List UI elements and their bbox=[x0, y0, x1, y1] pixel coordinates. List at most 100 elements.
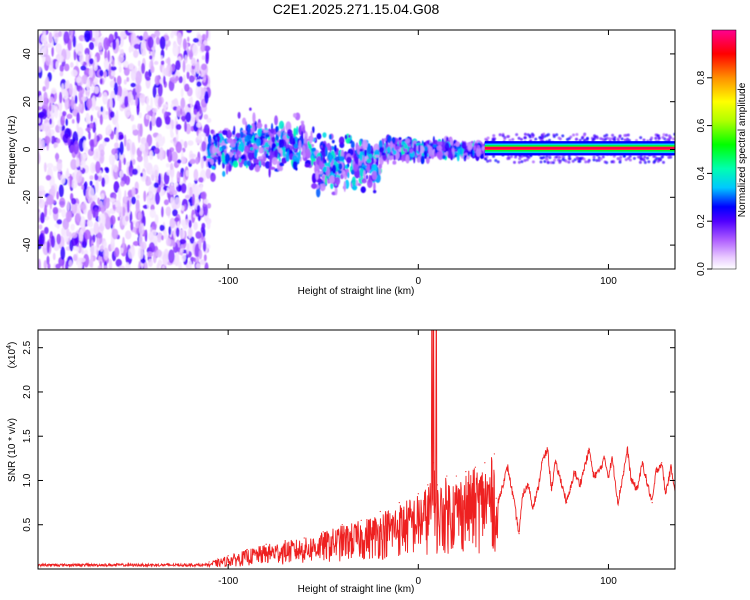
heatmap-cell bbox=[517, 136, 521, 140]
heatmap-cell bbox=[109, 215, 116, 225]
heatmap-cell bbox=[119, 134, 124, 140]
heatmap-cell bbox=[193, 257, 196, 263]
heatmap-cell bbox=[179, 108, 183, 115]
heatmap-cell bbox=[312, 126, 315, 134]
heatmap-cell bbox=[157, 96, 163, 108]
heatmap-cell bbox=[39, 232, 45, 247]
snr-point bbox=[550, 488, 553, 490]
heatmap-cell bbox=[279, 138, 285, 149]
heatmap-cell bbox=[117, 216, 121, 221]
heatmap-cell bbox=[638, 160, 642, 164]
heatmap-cell bbox=[129, 210, 133, 224]
heatmap-cell bbox=[672, 137, 675, 141]
heatmap-cell bbox=[65, 118, 68, 126]
heatmap-cell bbox=[44, 135, 51, 145]
heatmap-cell bbox=[123, 134, 127, 147]
heatmap-cell bbox=[54, 223, 60, 228]
snr-point bbox=[322, 531, 324, 533]
heatmap-cell bbox=[180, 219, 186, 226]
heatmap-cell bbox=[192, 193, 196, 206]
heatmap-cell bbox=[85, 114, 91, 125]
heatmap-cell bbox=[145, 76, 151, 81]
snr-point bbox=[541, 462, 543, 464]
snr-point bbox=[484, 462, 486, 464]
heatmap-cell bbox=[205, 30, 209, 39]
snr-point bbox=[636, 488, 638, 490]
snr-point bbox=[465, 471, 467, 473]
heatmap-cell bbox=[318, 174, 321, 179]
heatmap-cell bbox=[76, 112, 80, 124]
heatmap-cell bbox=[195, 231, 202, 239]
heatmap-cell bbox=[135, 221, 140, 229]
y-tick-label: 20 bbox=[22, 96, 33, 108]
heatmap-cell bbox=[433, 139, 439, 145]
heatmap-cell bbox=[235, 133, 241, 139]
heatmap-cell bbox=[214, 139, 218, 147]
heatmap-cell bbox=[51, 46, 54, 57]
heatmap-cell bbox=[76, 246, 80, 252]
snr-point bbox=[189, 563, 191, 566]
heatmap-cell bbox=[201, 222, 206, 230]
colorbar-tick-label: 0.2 bbox=[696, 214, 707, 228]
heatmap-cell bbox=[432, 144, 438, 148]
heatmap-cell bbox=[196, 122, 202, 128]
heatmap-cell bbox=[139, 123, 143, 137]
snr-point bbox=[493, 453, 495, 455]
snr-point bbox=[651, 502, 653, 504]
y-multiplier-prefix: (x10 bbox=[7, 348, 18, 368]
heatmap-cell bbox=[347, 163, 350, 168]
heatmap-cell bbox=[114, 247, 120, 258]
heatmap-cell bbox=[149, 199, 154, 206]
heatmap-cell bbox=[140, 172, 143, 177]
heatmap-cell bbox=[511, 138, 515, 142]
heatmap-cell bbox=[647, 160, 651, 164]
heatmap-cell bbox=[105, 110, 109, 116]
heatmap-cell bbox=[90, 139, 95, 152]
heatmap-cell bbox=[359, 148, 363, 152]
heatmap-cell bbox=[404, 138, 411, 144]
top-x-axis-label: Height of straight line (km) bbox=[298, 286, 415, 297]
heatmap-cell bbox=[185, 218, 190, 224]
heatmap-cell bbox=[91, 95, 96, 108]
heatmap-cell bbox=[132, 124, 137, 131]
heatmap-cell bbox=[389, 141, 394, 150]
heatmap-cell bbox=[293, 143, 299, 149]
heatmap-cell bbox=[189, 153, 197, 159]
snr-panel: -100 0 100 0.5 1.0 1.5 2.0 2.5 Height of strai… bbox=[6, 329, 676, 595]
heatmap-cell bbox=[392, 160, 397, 165]
heatmap-cell bbox=[38, 224, 43, 230]
heatmap-cell bbox=[43, 260, 47, 269]
heatmap-cell bbox=[48, 208, 52, 216]
heatmap-cell bbox=[319, 170, 323, 175]
heatmap-cell bbox=[158, 147, 164, 161]
heatmap-cell bbox=[486, 159, 490, 163]
heatmap-cell bbox=[211, 139, 214, 143]
heatmap-cell bbox=[42, 86, 47, 92]
heatmap-cell bbox=[311, 173, 317, 184]
heatmap-cell bbox=[546, 160, 550, 164]
heatmap-cell bbox=[192, 38, 200, 43]
tonal-line bbox=[484, 141, 675, 156]
snr-point bbox=[569, 488, 572, 490]
heatmap-cell bbox=[205, 168, 211, 179]
heatmap-cell bbox=[92, 30, 100, 40]
heatmap-cell bbox=[193, 221, 198, 231]
bottom-y-axis-label: SNR (10 * v/v) bbox=[7, 418, 18, 482]
heatmap-cell bbox=[126, 77, 130, 82]
heatmap-cell bbox=[362, 139, 368, 150]
heatmap-cell bbox=[186, 71, 190, 80]
heatmap-cell bbox=[612, 154, 616, 158]
snr-point bbox=[623, 471, 625, 473]
heatmap-cell bbox=[476, 145, 480, 149]
heatmap-cell bbox=[595, 136, 599, 140]
heatmap-cell bbox=[520, 154, 524, 158]
snr-point bbox=[497, 502, 499, 504]
heatmap-cell bbox=[38, 150, 41, 164]
heatmap-cell bbox=[526, 155, 530, 159]
heatmap-cell bbox=[94, 56, 97, 69]
heatmap-cell bbox=[89, 175, 94, 180]
heatmap-cell bbox=[122, 206, 126, 219]
heatmap-cell bbox=[302, 151, 306, 159]
heatmap-cell bbox=[578, 159, 582, 163]
